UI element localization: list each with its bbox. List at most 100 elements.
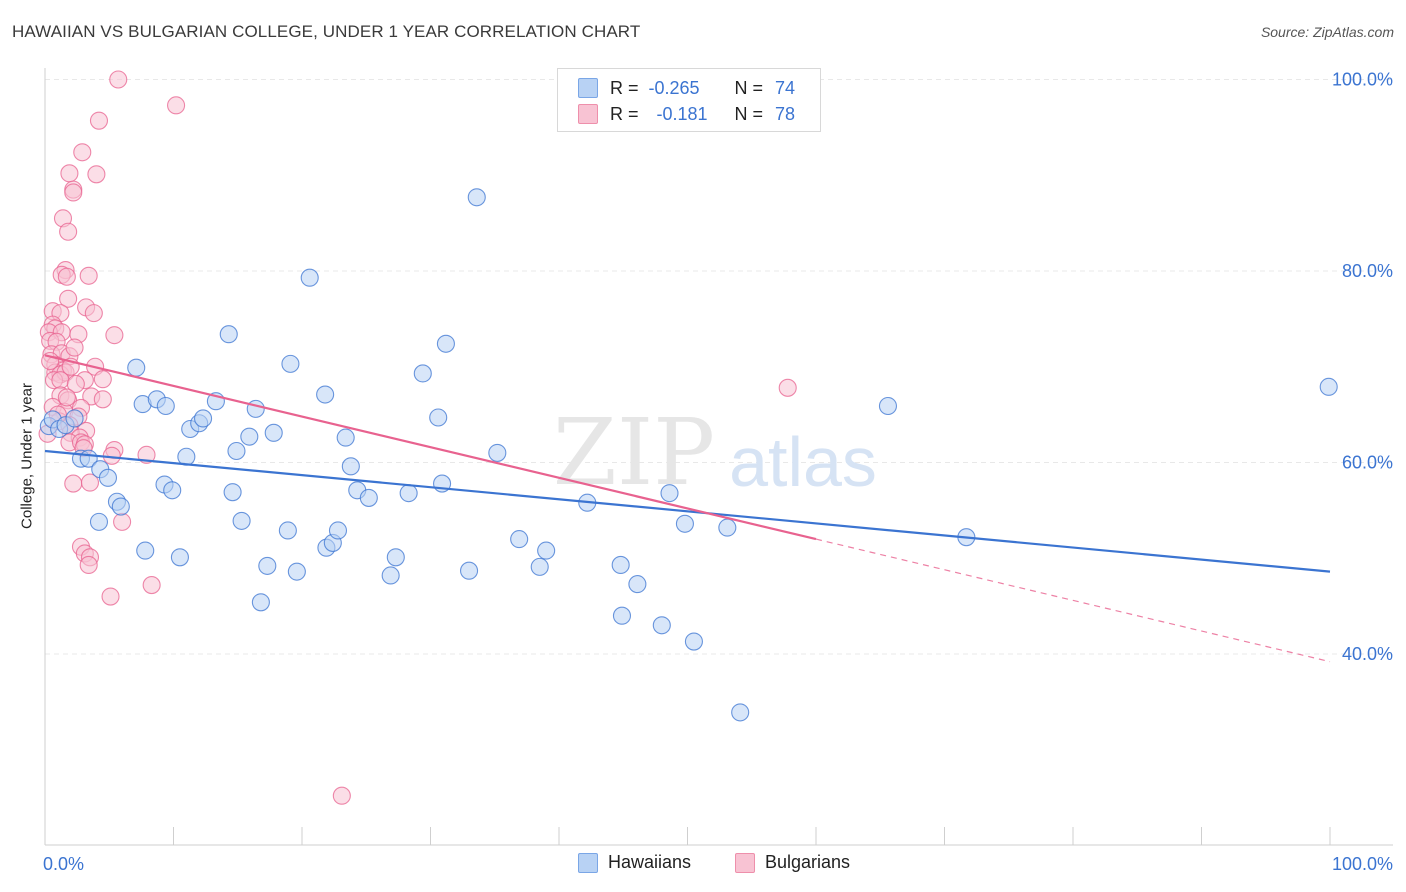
n-label: N = bbox=[734, 103, 764, 124]
gridlines bbox=[45, 79, 1393, 655]
hawaiian-point bbox=[611, 555, 630, 575]
hawaiian-point bbox=[612, 606, 632, 625]
correlation-legend: R = -0.265 N = 74 R = -0.181 N = 78 bbox=[557, 68, 821, 132]
hawaiian-point bbox=[537, 541, 556, 560]
hawaiian-point bbox=[413, 364, 432, 383]
trend-lines bbox=[44, 354, 1331, 663]
hawaiian-point bbox=[219, 325, 238, 344]
bulgarian-point bbox=[79, 555, 98, 575]
hawaiian-point bbox=[170, 548, 189, 567]
bulgarians-swatch bbox=[578, 104, 598, 124]
watermark-atlas: atlas bbox=[729, 423, 877, 501]
bulgarian-point bbox=[64, 474, 83, 493]
hawaiian-point bbox=[381, 566, 400, 585]
hawaiians-trend-line bbox=[44, 449, 1331, 573]
hawaiian-point bbox=[240, 427, 259, 446]
hawaiian-point bbox=[429, 408, 448, 427]
hawaiian-point bbox=[232, 511, 251, 530]
bulgarian-point bbox=[66, 374, 85, 394]
hawaiian-point bbox=[386, 548, 405, 567]
hawaiian-point bbox=[675, 514, 694, 533]
hawaiian-point bbox=[316, 385, 335, 404]
hawaiian-point bbox=[278, 521, 297, 540]
hawaiian-point bbox=[65, 409, 84, 428]
hawaiian-point bbox=[111, 497, 130, 516]
bulgarian-point bbox=[105, 326, 124, 345]
hawaiian-point bbox=[300, 268, 319, 287]
hawaiian-point bbox=[156, 396, 175, 416]
bulgarian-point bbox=[167, 96, 186, 115]
bulgarian-point bbox=[93, 370, 112, 389]
hawaiians-swatch bbox=[578, 852, 598, 873]
bulgarian-point bbox=[57, 388, 76, 407]
hawaiian-point bbox=[336, 428, 355, 447]
hawaiian-point bbox=[459, 561, 479, 580]
hawaiian-point bbox=[281, 354, 300, 373]
x-tick-label: 100.0% bbox=[1332, 854, 1393, 874]
bulgarian-point bbox=[87, 165, 106, 184]
hawaiian-point bbox=[136, 541, 155, 560]
legend-row-bulgarians: R = -0.181 N = 78 bbox=[578, 103, 795, 125]
bulgarian-point bbox=[332, 786, 351, 805]
legend-item-bulgarians[interactable]: Bulgarians bbox=[735, 852, 850, 873]
bulgarians-points bbox=[38, 70, 797, 805]
hawaiian-point bbox=[399, 484, 418, 503]
hawaiian-point bbox=[227, 441, 246, 461]
hawaiians-points bbox=[39, 188, 1338, 722]
hawaiian-point bbox=[718, 518, 737, 537]
hawaiian-point bbox=[436, 334, 455, 353]
hawaiian-point bbox=[731, 703, 750, 722]
hawaiian-point bbox=[246, 399, 265, 418]
bulgarian-point bbox=[89, 111, 109, 130]
x-tick-label: 0.0% bbox=[43, 854, 84, 874]
bulgarian-point bbox=[41, 351, 60, 371]
bulgarians-swatch bbox=[735, 852, 755, 873]
chart-title: HAWAIIAN VS BULGARIAN COLLEGE, UNDER 1 Y… bbox=[12, 22, 641, 41]
legend-label-hawaiians: Hawaiians bbox=[608, 852, 692, 872]
y-tick-label: 100.0% bbox=[1332, 70, 1393, 90]
hawaiian-point bbox=[628, 575, 647, 594]
hawaiian-point bbox=[488, 443, 507, 462]
hawaiian-point bbox=[359, 488, 378, 507]
hawaiian-point bbox=[163, 481, 182, 500]
tick-labels: 100.0% 80.0% 60.0% 40.0% 0.0% 100.0% bbox=[43, 70, 1393, 875]
r-value: -0.265 bbox=[648, 77, 700, 98]
n-label: N = bbox=[734, 77, 764, 98]
n-value: 78 bbox=[775, 103, 796, 124]
hawaiian-point bbox=[89, 512, 109, 531]
hawaiian-point bbox=[251, 593, 270, 612]
hawaiian-point bbox=[264, 423, 283, 442]
bulgarian-point bbox=[80, 473, 100, 492]
bulgarian-point bbox=[84, 304, 103, 323]
bulgarian-point bbox=[101, 587, 120, 606]
bulgarian-point bbox=[57, 267, 76, 286]
watermark: ZIP atlas bbox=[553, 399, 877, 506]
bulgarian-point bbox=[113, 512, 132, 531]
legend-item-hawaiians[interactable]: Hawaiians bbox=[578, 852, 691, 873]
hawaiian-point bbox=[328, 521, 348, 540]
hawaiian-point bbox=[287, 562, 306, 581]
r-label: R = bbox=[610, 77, 639, 98]
bulgarians-trend-extension bbox=[815, 538, 1331, 663]
legend-row-hawaiians: R = -0.265 N = 74 bbox=[578, 77, 795, 99]
bulgarian-point bbox=[93, 390, 112, 409]
hawaiian-point bbox=[510, 530, 529, 549]
hawaiian-point bbox=[258, 556, 277, 575]
bulgarian-point bbox=[79, 266, 98, 285]
source-label: Source: ZipAtlas.com bbox=[1260, 24, 1394, 40]
y-tick-label: 80.0% bbox=[1342, 261, 1393, 281]
hawaiian-point bbox=[530, 557, 549, 576]
bulgarian-point bbox=[142, 576, 161, 595]
bulgarian-point bbox=[778, 378, 797, 397]
y-tick-label: 40.0% bbox=[1342, 644, 1393, 664]
bulgarian-point bbox=[64, 183, 83, 202]
bulgarian-point bbox=[73, 143, 92, 162]
hawaiian-point bbox=[98, 468, 118, 487]
bulgarian-point bbox=[65, 338, 84, 357]
legend-label-bulgarians: Bulgarians bbox=[765, 852, 851, 872]
bulgarian-point bbox=[60, 164, 79, 183]
hawaiian-point bbox=[684, 632, 703, 651]
n-value: 74 bbox=[775, 77, 796, 98]
bulgarian-point bbox=[59, 289, 78, 308]
